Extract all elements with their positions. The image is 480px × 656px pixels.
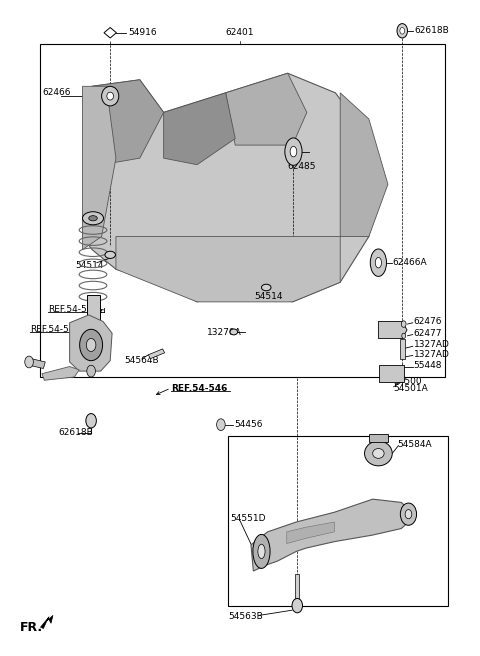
Polygon shape	[29, 359, 45, 369]
Ellipse shape	[372, 449, 384, 459]
Text: 54564B: 54564B	[124, 356, 159, 365]
Bar	[400, 339, 405, 359]
Polygon shape	[340, 93, 388, 237]
Polygon shape	[116, 237, 340, 302]
Text: 1327AD: 1327AD	[414, 340, 450, 350]
Ellipse shape	[83, 212, 104, 225]
Ellipse shape	[89, 216, 97, 221]
Circle shape	[400, 28, 405, 34]
Text: 62618B: 62618B	[414, 26, 449, 35]
Ellipse shape	[107, 92, 114, 100]
Text: REF.54-545: REF.54-545	[30, 325, 80, 334]
Polygon shape	[226, 73, 307, 145]
Ellipse shape	[370, 249, 386, 276]
Bar	[228, 436, 447, 605]
Text: 54514: 54514	[75, 262, 104, 270]
Circle shape	[86, 413, 96, 428]
Text: 54551D: 54551D	[230, 514, 266, 523]
Text: 62485: 62485	[288, 161, 316, 171]
Bar	[39, 44, 445, 377]
Polygon shape	[40, 615, 53, 628]
Ellipse shape	[262, 284, 271, 291]
Text: 62466A: 62466A	[393, 258, 427, 267]
Ellipse shape	[375, 257, 382, 268]
Bar	[369, 434, 388, 442]
Text: 54514: 54514	[254, 292, 283, 301]
Polygon shape	[92, 80, 164, 165]
Text: 54500: 54500	[394, 377, 422, 386]
Polygon shape	[83, 87, 116, 250]
Text: 62466: 62466	[42, 89, 71, 97]
Text: 62401: 62401	[226, 28, 254, 37]
Ellipse shape	[258, 544, 265, 559]
Text: 54916: 54916	[128, 28, 156, 37]
Text: 54563B: 54563B	[228, 612, 263, 621]
Circle shape	[25, 356, 34, 368]
Circle shape	[80, 329, 103, 361]
Circle shape	[401, 321, 406, 327]
Text: 62476: 62476	[414, 317, 442, 326]
Text: 62618B: 62618B	[59, 428, 94, 437]
Text: 13270A: 13270A	[206, 328, 241, 337]
Ellipse shape	[102, 87, 119, 106]
Bar	[87, 295, 100, 333]
Circle shape	[86, 338, 96, 352]
Bar	[379, 365, 404, 382]
Ellipse shape	[285, 138, 302, 165]
Circle shape	[292, 598, 302, 613]
Polygon shape	[83, 73, 369, 302]
Polygon shape	[104, 28, 116, 38]
Polygon shape	[70, 315, 112, 371]
Circle shape	[405, 510, 412, 519]
Text: 1327AD: 1327AD	[414, 350, 450, 359]
Ellipse shape	[364, 441, 392, 466]
Ellipse shape	[105, 251, 116, 258]
Polygon shape	[378, 321, 407, 338]
Polygon shape	[251, 499, 408, 571]
Text: REF.54-546: REF.54-546	[48, 305, 98, 314]
Circle shape	[216, 419, 225, 430]
Text: REF.54-546: REF.54-546	[171, 384, 227, 392]
Text: 62477: 62477	[414, 329, 442, 338]
Polygon shape	[287, 522, 335, 544]
Polygon shape	[42, 367, 79, 380]
Ellipse shape	[253, 535, 270, 568]
Circle shape	[397, 24, 408, 38]
Bar	[295, 574, 299, 605]
Text: FR.: FR.	[20, 621, 43, 634]
Polygon shape	[148, 349, 165, 359]
Ellipse shape	[290, 146, 297, 157]
Circle shape	[402, 333, 406, 338]
Polygon shape	[164, 93, 235, 165]
Text: 54584A: 54584A	[397, 440, 432, 449]
Circle shape	[87, 365, 96, 377]
Text: 54456: 54456	[234, 420, 262, 429]
Text: 55448: 55448	[414, 361, 442, 371]
Text: 54501A: 54501A	[394, 384, 429, 392]
Ellipse shape	[230, 329, 238, 335]
Circle shape	[400, 503, 417, 525]
